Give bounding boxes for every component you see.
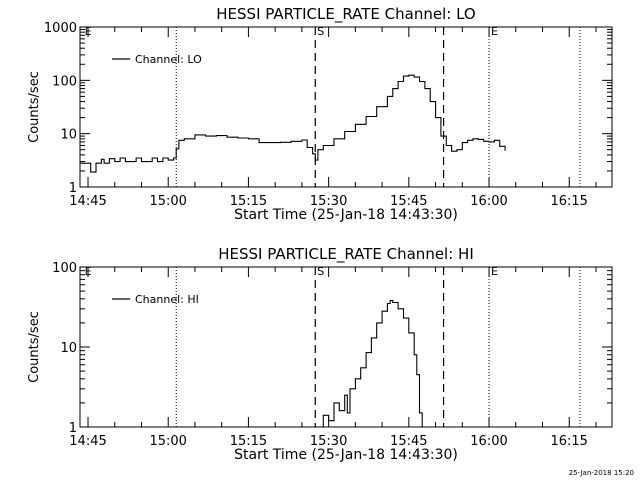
x-tick-label: 14:45 xyxy=(69,194,106,209)
chart-title: HESSI PARTICLE_RATE Channel: HI xyxy=(218,245,474,264)
y-tick-label: 1 xyxy=(69,421,77,436)
plot-frame xyxy=(79,26,613,188)
marker-label: E xyxy=(491,265,498,278)
series-line xyxy=(80,74,506,173)
x-tick-label: 15:15 xyxy=(230,434,267,449)
timestamp-footer: 25-Jan-2018 15:20 xyxy=(568,469,634,477)
x-tick-label: 16:00 xyxy=(470,194,507,209)
y-tick-label: 100 xyxy=(52,261,77,276)
marker-label: S xyxy=(317,25,324,38)
x-tick-label: 14:45 xyxy=(69,434,106,449)
marker-label: S xyxy=(317,265,324,278)
x-tick-label: 15:00 xyxy=(149,194,186,209)
x-tick-label: 16:00 xyxy=(470,434,507,449)
x-tick-label: 15:30 xyxy=(310,194,347,209)
marker-label: E xyxy=(85,265,92,278)
legend-label: Channel: LO xyxy=(135,53,202,66)
y-tick-label: 10 xyxy=(60,341,77,356)
y-tick-label: 100 xyxy=(52,74,77,89)
y-axis-label: Counts/sec xyxy=(27,311,42,383)
y-tick-label: 10 xyxy=(60,128,77,143)
x-tick-label: 15:45 xyxy=(390,434,427,449)
x-tick-label: 16:15 xyxy=(550,194,587,209)
x-tick-label: 15:00 xyxy=(149,434,186,449)
marker-label: E xyxy=(85,25,92,38)
chart-title: HESSI PARTICLE_RATE Channel: LO xyxy=(216,5,475,24)
x-tick-label: 15:45 xyxy=(390,194,427,209)
x-tick-label: 16:15 xyxy=(550,434,587,449)
x-tick-label: 15:15 xyxy=(230,194,267,209)
legend-label: Channel: HI xyxy=(135,293,199,306)
y-axis-label: Counts/sec xyxy=(27,71,42,143)
panel-lo: HESSI PARTICLE_RATE Channel: LO 1 10 100 100… xyxy=(27,5,613,223)
y-tick-label: 1 xyxy=(69,181,77,196)
x-tick-label: 15:30 xyxy=(310,434,347,449)
x-axis-label: Start Time (25-Jan-18 14:43:30) xyxy=(234,447,458,463)
series-line xyxy=(317,300,423,427)
x-axis-label: Start Time (25-Jan-18 14:43:30) xyxy=(234,207,458,223)
plot-frame xyxy=(79,266,613,428)
panel-hi: HESSI PARTICLE_RATE Channel: HI 1 10 100 Cou… xyxy=(27,245,613,463)
y-tick-label: 1000 xyxy=(44,21,77,36)
marker-label: E xyxy=(491,25,498,38)
